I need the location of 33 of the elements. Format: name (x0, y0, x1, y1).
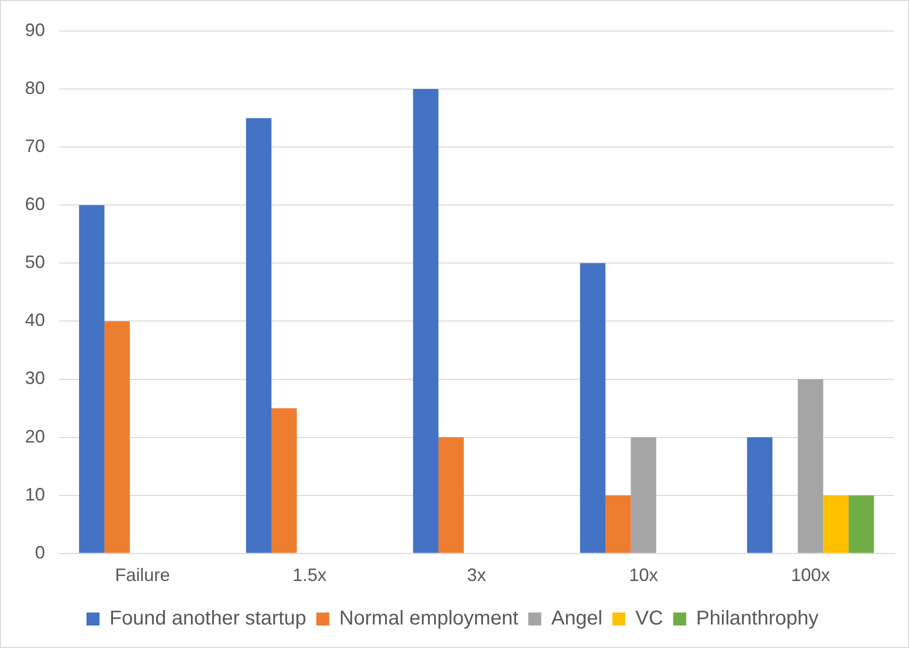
legend-label: VC (635, 608, 664, 630)
x-tick-label: 100x (790, 565, 830, 586)
y-tick-label: 90 (24, 20, 46, 40)
bar (798, 379, 824, 553)
y-tick-label: 40 (24, 310, 46, 330)
bar (271, 408, 297, 553)
bar (413, 89, 438, 553)
bar (580, 263, 606, 553)
y-tick-label: 70 (24, 136, 46, 156)
y-tick-label: 50 (24, 252, 46, 272)
x-tick-label: 3x (467, 565, 486, 586)
y-tick-label: 30 (24, 368, 46, 388)
legend-label: Found another startup (110, 608, 306, 630)
bar (848, 495, 874, 553)
bar (104, 321, 130, 553)
y-tick-label: 80 (24, 78, 46, 98)
y-tick-label: 0 (35, 542, 46, 562)
bar (79, 205, 104, 553)
x-tick-label: Failure (115, 565, 170, 586)
bar (747, 437, 772, 553)
legend-label: Philanthrophy (696, 608, 818, 630)
y-tick-label: 60 (24, 194, 46, 214)
x-tick-label: 1.5x (292, 565, 327, 586)
legend-label: Angel (551, 608, 602, 630)
bar (823, 495, 849, 553)
y-tick-label: 20 (24, 426, 46, 446)
bar (630, 437, 656, 553)
x-tick-label: 10x (628, 565, 658, 586)
legend-label: Normal employment (339, 608, 519, 630)
bar (246, 118, 272, 553)
y-tick-label: 10 (24, 484, 46, 504)
bar (605, 495, 631, 553)
bar (438, 437, 464, 553)
